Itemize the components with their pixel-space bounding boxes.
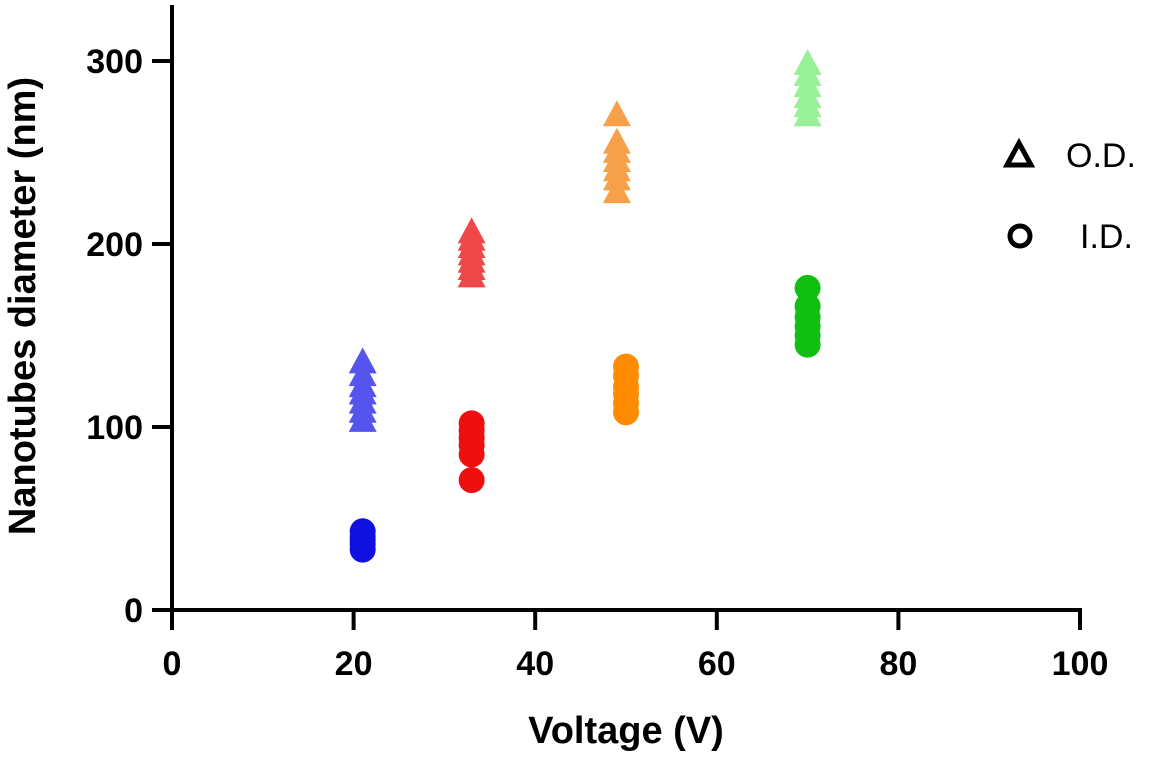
y-tick-label: 300 — [86, 43, 143, 81]
od-series — [457, 217, 486, 288]
id-circle-point — [458, 410, 485, 437]
id-series — [613, 353, 639, 426]
legend-label: I.D. — [1080, 218, 1133, 256]
od-series — [348, 347, 377, 432]
id-circle-point — [458, 467, 485, 494]
id-circle-point — [794, 274, 821, 301]
id-series — [349, 518, 376, 563]
id-circle-point — [794, 293, 821, 320]
od-triangle-point — [602, 127, 631, 154]
axis-ticks: 0 20 40 60 80 100 0 100 200 300 — [86, 43, 1108, 683]
id-series — [794, 274, 821, 358]
y-tick-label: 0 — [124, 592, 143, 630]
od-triangle-point — [793, 49, 822, 76]
legend-triangle-icon — [1002, 137, 1036, 168]
y-tick-label: 200 — [86, 226, 143, 264]
id-circle-point — [613, 353, 639, 380]
od-triangle-point — [348, 347, 377, 374]
od-series — [602, 100, 631, 204]
legend-label: O.D. — [1066, 137, 1136, 175]
od-series — [793, 49, 822, 127]
legend-circle-icon — [1007, 223, 1033, 249]
id-circle-point — [349, 518, 376, 545]
x-tick-label: 60 — [698, 645, 736, 683]
x-tick-label: 100 — [1052, 645, 1109, 683]
y-axis-title: Nanotubes diameter (nm) — [2, 77, 44, 535]
od-triangle-point — [457, 217, 486, 244]
legend: O.D. I.D. — [1002, 137, 1136, 256]
y-tick-label: 100 — [86, 409, 143, 447]
x-tick-label: 40 — [516, 645, 554, 683]
x-tick-label: 20 — [335, 645, 373, 683]
x-axis-title: Voltage (V) — [528, 710, 724, 752]
x-tick-label: 80 — [879, 645, 917, 683]
x-tick-label: 0 — [163, 645, 182, 683]
id-series — [458, 410, 485, 494]
od-triangle-point — [602, 100, 631, 127]
data-marks — [348, 49, 822, 563]
